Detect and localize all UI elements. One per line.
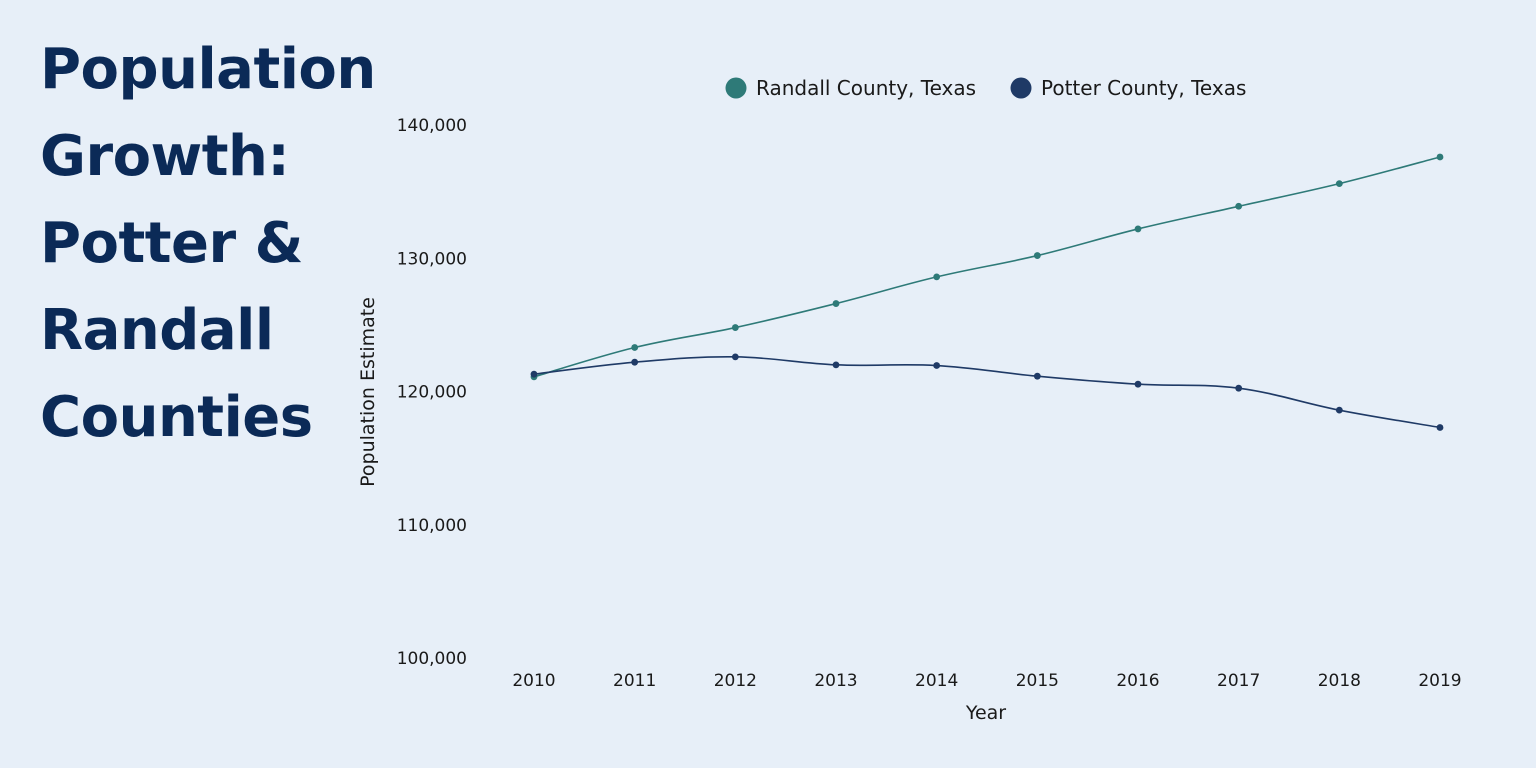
series-randall	[530, 153, 1444, 381]
series-line	[533, 356, 1441, 429]
data-point[interactable]	[1235, 384, 1243, 392]
data-point[interactable]	[1033, 252, 1041, 259]
x-tick-label: 2013	[814, 671, 857, 691]
data-point[interactable]	[1033, 372, 1041, 380]
data-point[interactable]	[933, 362, 941, 369]
data-point[interactable]	[1235, 202, 1243, 210]
legend: Randall County, Texas Potter County, Texa…	[725, 76, 1247, 100]
page-title: Population Growth: Potter & Randall Coun…	[40, 26, 400, 461]
series-layer	[530, 153, 1444, 431]
x-axis-title: Year	[965, 702, 1006, 724]
data-point[interactable]	[1436, 424, 1444, 431]
data-point[interactable]	[731, 324, 739, 331]
data-point[interactable]	[1436, 153, 1444, 161]
x-tick-label: 2016	[1116, 671, 1159, 691]
data-point[interactable]	[1335, 180, 1343, 188]
x-tick-label: 2011	[613, 671, 656, 691]
x-tick-label: 2014	[915, 671, 958, 691]
data-point[interactable]	[933, 273, 941, 281]
title-line: Population	[40, 37, 376, 102]
y-tick-label: 140,000	[397, 116, 467, 136]
data-point[interactable]	[1134, 380, 1142, 388]
data-point[interactable]	[631, 358, 639, 366]
data-point[interactable]	[832, 361, 840, 369]
y-axis: 100,000 110,000 120,000 130,000 140,000	[397, 116, 467, 669]
x-tick-label: 2010	[512, 671, 555, 691]
x-tick-label: 2018	[1318, 671, 1361, 691]
data-point[interactable]	[1134, 225, 1142, 233]
x-tick-label: 2012	[714, 671, 757, 691]
title-line: Potter &	[40, 211, 303, 276]
data-point[interactable]	[530, 370, 538, 378]
x-axis: 2010 2011 2012 2013 2014 2015 2016 2017 2018 2019	[512, 671, 1461, 691]
data-point[interactable]	[1335, 406, 1343, 414]
legend-label: Randall County, Texas	[756, 76, 976, 100]
data-point[interactable]	[731, 353, 739, 361]
y-tick-label: 120,000	[397, 383, 467, 403]
title-line: Counties	[40, 385, 313, 450]
legend-swatch	[725, 77, 747, 99]
x-tick-label: 2017	[1217, 671, 1260, 691]
series-potter	[530, 353, 1444, 431]
legend-item[interactable]: Randall County, Texas	[725, 76, 977, 100]
y-tick-label: 100,000	[397, 649, 467, 669]
y-tick-label: 130,000	[397, 249, 467, 269]
legend-swatch	[1010, 77, 1032, 99]
x-tick-label: 2019	[1418, 671, 1461, 691]
legend-label: Potter County, Texas	[1041, 76, 1246, 100]
legend-item[interactable]: Potter County, Texas	[1010, 76, 1247, 100]
title-line: Randall	[40, 298, 274, 363]
series-line	[533, 156, 1441, 378]
y-axis-title: Population Estimate	[357, 297, 379, 487]
title-line: Growth:	[40, 124, 290, 189]
data-point[interactable]	[631, 344, 639, 351]
x-tick-label: 2015	[1016, 671, 1059, 691]
y-tick-label: 110,000	[397, 516, 467, 536]
data-point[interactable]	[832, 300, 840, 307]
